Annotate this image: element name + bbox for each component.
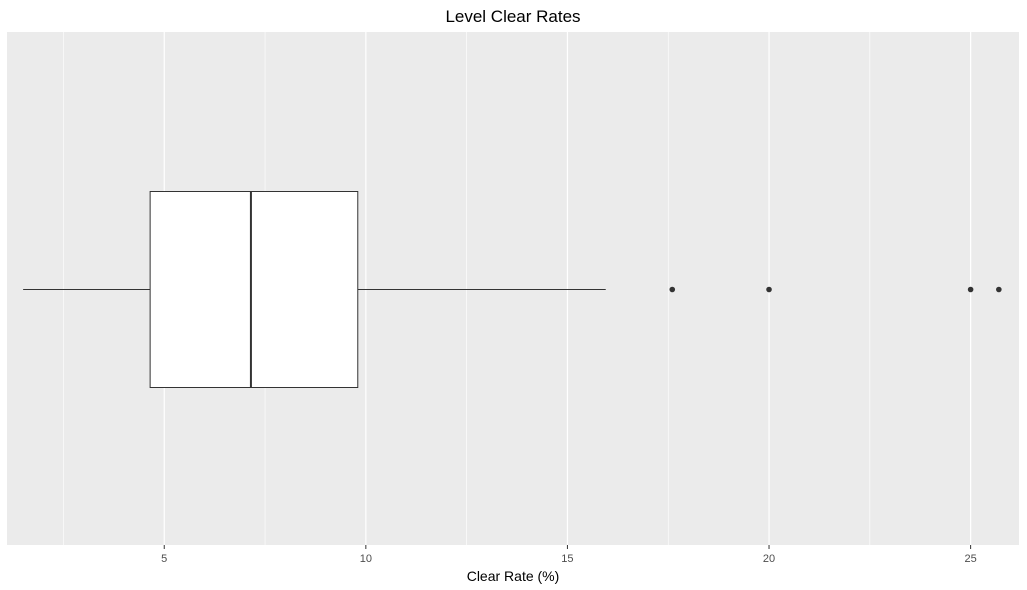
outlier-point <box>766 286 772 293</box>
interquartile-box <box>149 191 359 388</box>
x-tick-label: 10 <box>360 553 372 565</box>
outlier-point <box>669 286 676 293</box>
x-axis-ticks: 5 10 15 20 25 <box>161 545 977 565</box>
x-tick-label: 20 <box>763 553 775 565</box>
outliers <box>669 286 1002 293</box>
x-axis-label: Clear Rate (%) <box>467 568 560 584</box>
outlier-point <box>996 286 1002 293</box>
boxplot <box>23 191 606 388</box>
x-tick-label: 5 <box>161 553 167 565</box>
outlier-point <box>967 286 974 293</box>
x-tick-label: 25 <box>964 553 976 565</box>
chart-title: Level Clear Rates <box>445 7 580 26</box>
x-tick-label: 15 <box>561 553 573 565</box>
